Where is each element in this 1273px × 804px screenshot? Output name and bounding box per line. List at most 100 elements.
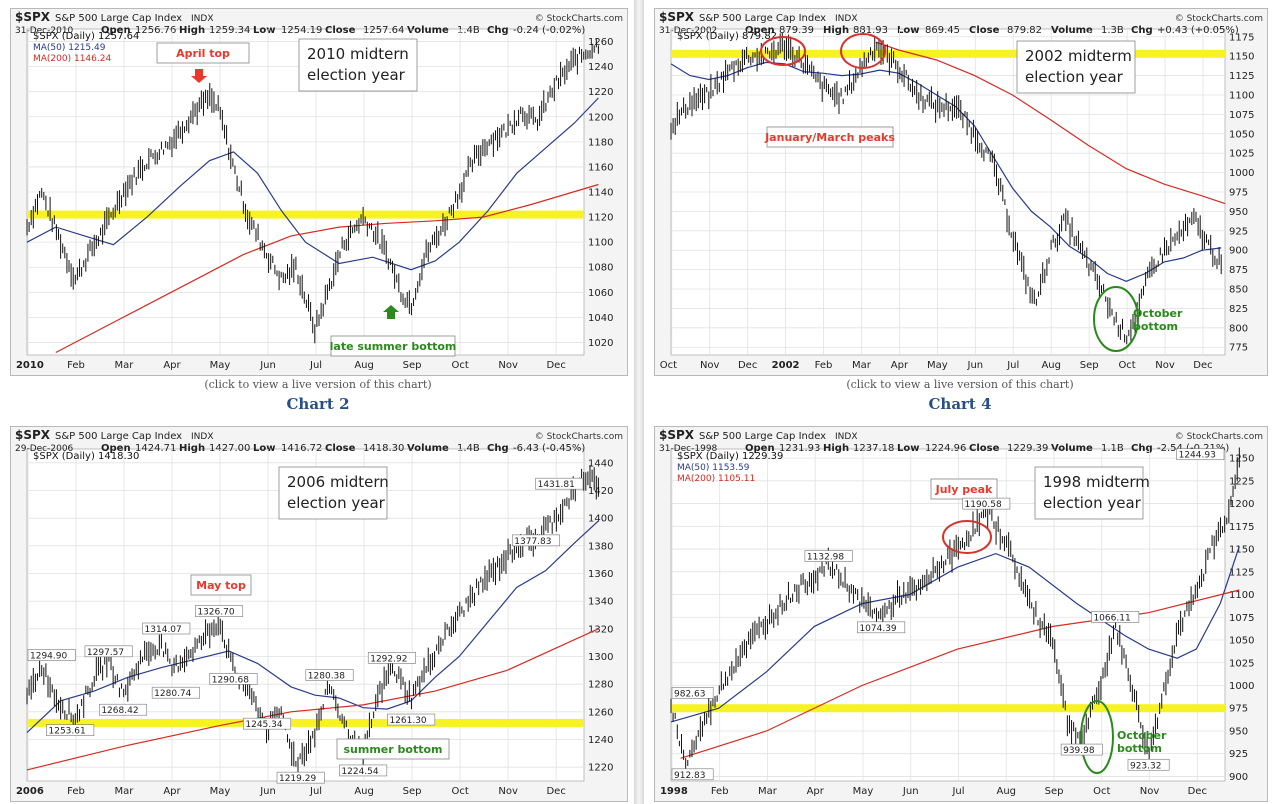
y-tick-label: 1260	[588, 37, 613, 48]
price-label-box	[511, 534, 560, 547]
y-tick-label: 1100	[1229, 590, 1254, 601]
y-tick-label: 1140	[588, 188, 613, 199]
y-tick-label: 1240	[588, 735, 613, 746]
x-tick-label: Dec	[1188, 786, 1207, 797]
y-tick-label: 1280	[588, 680, 613, 691]
exchange: INDX	[835, 14, 857, 24]
x-tick-label: Mar	[115, 786, 135, 797]
x-tick-label: Aug	[1041, 360, 1061, 371]
header-low-label: Low	[897, 443, 919, 454]
chart-2010[interactable]: $SPX S&P 500 Large Cap Index INDX © StockCh…	[10, 8, 628, 376]
x-tick-label: Nov	[498, 786, 518, 797]
y-tick-label: 1320	[588, 624, 613, 635]
header-high: 1259.34	[209, 25, 250, 36]
annotation-text: April top	[176, 47, 230, 60]
y-tick-label: 1200	[1229, 499, 1254, 510]
highlight-circle	[1093, 286, 1139, 352]
price-label: 1326.70	[197, 608, 234, 618]
symbol: $SPX	[15, 10, 51, 24]
price-label: 982.63	[674, 689, 706, 699]
header-volume-label: Volume	[1051, 25, 1093, 36]
chart-2-caption[interactable]: (click to view a live version of this ch…	[204, 378, 432, 391]
x-tick-label: Feb	[711, 786, 729, 797]
x-tick-label: Nov	[498, 360, 518, 371]
header-volume-label: Volume	[407, 25, 449, 36]
y-tick-label: 975	[1229, 188, 1248, 199]
header-high-label: High	[179, 443, 205, 454]
stockcharts-brand: © StockCharts.com	[535, 14, 623, 24]
x-tick-label: Feb	[815, 360, 833, 371]
x-tick-label: Jun	[902, 786, 919, 797]
header-date: 31-Dec-1998	[659, 444, 718, 454]
x-tick-label: 2006	[16, 786, 44, 797]
price-label-box	[671, 687, 714, 699]
y-tick-label: 1440	[588, 458, 613, 469]
y-tick-label: 1160	[588, 162, 613, 173]
y-tick-label: 1080	[588, 263, 613, 274]
exchange: INDX	[191, 432, 213, 442]
header-close: 1229.39	[1007, 443, 1048, 454]
header-high: 1237.18	[853, 443, 894, 454]
header-high: 1427.00	[209, 443, 250, 454]
price-label: 1245.34	[245, 720, 282, 730]
y-tick-label: 1100	[588, 238, 613, 249]
x-tick-label: Apr	[891, 360, 909, 371]
highlight-circle	[840, 33, 886, 69]
y-tick-label: 950	[1229, 726, 1248, 737]
x-tick-label: Jun	[259, 360, 276, 371]
price-label: 1294.90	[30, 652, 67, 662]
price-label-box	[27, 649, 76, 661]
x-tick-label: Jul	[309, 360, 322, 371]
chart-4-caption[interactable]: (click to view a live version of this ch…	[846, 378, 1074, 391]
y-tick-label: 1340	[588, 597, 613, 608]
stockcharts-brand: © StockCharts.com	[1175, 14, 1263, 24]
x-tick-label: Dec	[546, 360, 565, 371]
x-tick-label: Dec	[546, 786, 565, 797]
chart-2002[interactable]: $SPX S&P 500 Large Cap Index INDX © StockCh…	[654, 8, 1268, 376]
y-tick-label: 1020	[588, 338, 613, 349]
header-low: 1224.96	[925, 443, 966, 454]
chart-2006[interactable]: $SPX S&P 500 Large Cap Index INDX © StockCh…	[10, 426, 628, 802]
price-label-box	[671, 768, 714, 781]
y-tick-label: 1260	[588, 707, 613, 718]
header-chg-label: Chg	[1131, 25, 1153, 36]
price-label-box	[84, 645, 133, 658]
x-tick-label: Oct	[1093, 786, 1110, 797]
highlight-band	[27, 210, 584, 219]
annotation-box	[330, 335, 456, 357]
annotation-box	[336, 738, 450, 760]
header-low-label: Low	[897, 25, 919, 36]
y-tick-label: 1060	[588, 288, 613, 299]
ma50-line	[26, 520, 599, 734]
price-label-box	[804, 550, 853, 562]
header-open-label: Open	[101, 443, 131, 454]
price-label-box	[209, 673, 258, 685]
header-volume-label: Volume	[1051, 443, 1093, 454]
legend-ma200: MA(200) 1105.11	[677, 474, 755, 484]
annotation-text: summer bottom	[344, 743, 443, 756]
header-low: 1254.19	[281, 25, 322, 36]
y-tick-label: 900	[1229, 772, 1248, 783]
y-tick-label: 1220	[588, 87, 613, 98]
header-chg: +0.43 (+0.05%)	[1157, 25, 1239, 36]
index-name: S&P 500 Large Cap Index	[55, 431, 182, 442]
header-high: 881.93	[853, 25, 888, 36]
price-label-box	[387, 713, 436, 726]
chart-1998[interactable]: $SPX S&P 500 Large Cap Index INDX © StockCh…	[654, 426, 1268, 802]
header-volume: 1.4B	[457, 443, 480, 454]
y-tick-label: 1150	[1229, 52, 1254, 63]
title-box-line: election year	[307, 66, 406, 84]
x-tick-label: Nov	[1155, 360, 1175, 371]
price-label-box	[151, 686, 200, 699]
y-tick-label: 1075	[1229, 613, 1254, 624]
y-tick-label: 825	[1229, 304, 1248, 315]
x-tick-label: Nov	[700, 360, 720, 371]
highlight-circle	[1080, 700, 1114, 774]
stockcharts-brand: © StockCharts.com	[535, 432, 623, 442]
y-tick-label: 950	[1229, 207, 1248, 218]
x-tick-label: Sep	[403, 360, 422, 371]
y-tick-label: 1200	[588, 112, 613, 123]
annotation-box	[190, 574, 252, 596]
x-tick-label: Oct	[451, 786, 468, 797]
header-low: 869.45	[925, 25, 960, 36]
